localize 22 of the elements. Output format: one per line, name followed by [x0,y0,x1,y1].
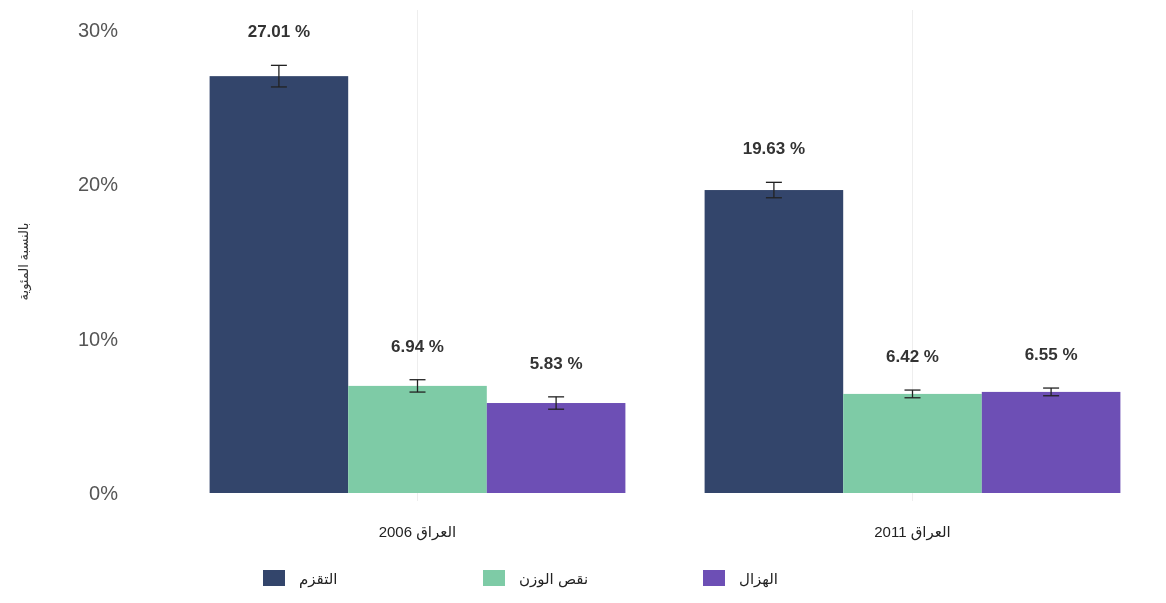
bar [704,190,844,493]
data-label: 6.42 % [886,347,939,367]
data-label: 6.94 % [391,336,444,356]
x-tick-label: العراق 2006 [378,523,457,541]
y-tick-label: 10% [77,327,119,350]
y-tick-label: 30% [77,19,119,41]
data-label: 27.01 % [247,22,311,42]
x-tick-label: العراق 2011 [874,523,951,541]
data-label: 5.83 % [529,353,583,373]
bar [348,385,487,493]
bar [981,391,1121,493]
y-tick-label: 20% [77,173,119,196]
bar [843,393,982,493]
data-label: 6.55 % [1024,345,1078,365]
bar [486,403,626,493]
bar [209,76,349,493]
legend-label: نقص الوزن [519,570,589,588]
y-tick-label: 0% [89,482,119,504]
y-axis-title: بالنسبة المئوية [16,222,32,301]
legend-label: الهزال [739,570,778,588]
data-label: 19.63 % [742,139,806,159]
legend-label: التقزم [299,570,338,588]
